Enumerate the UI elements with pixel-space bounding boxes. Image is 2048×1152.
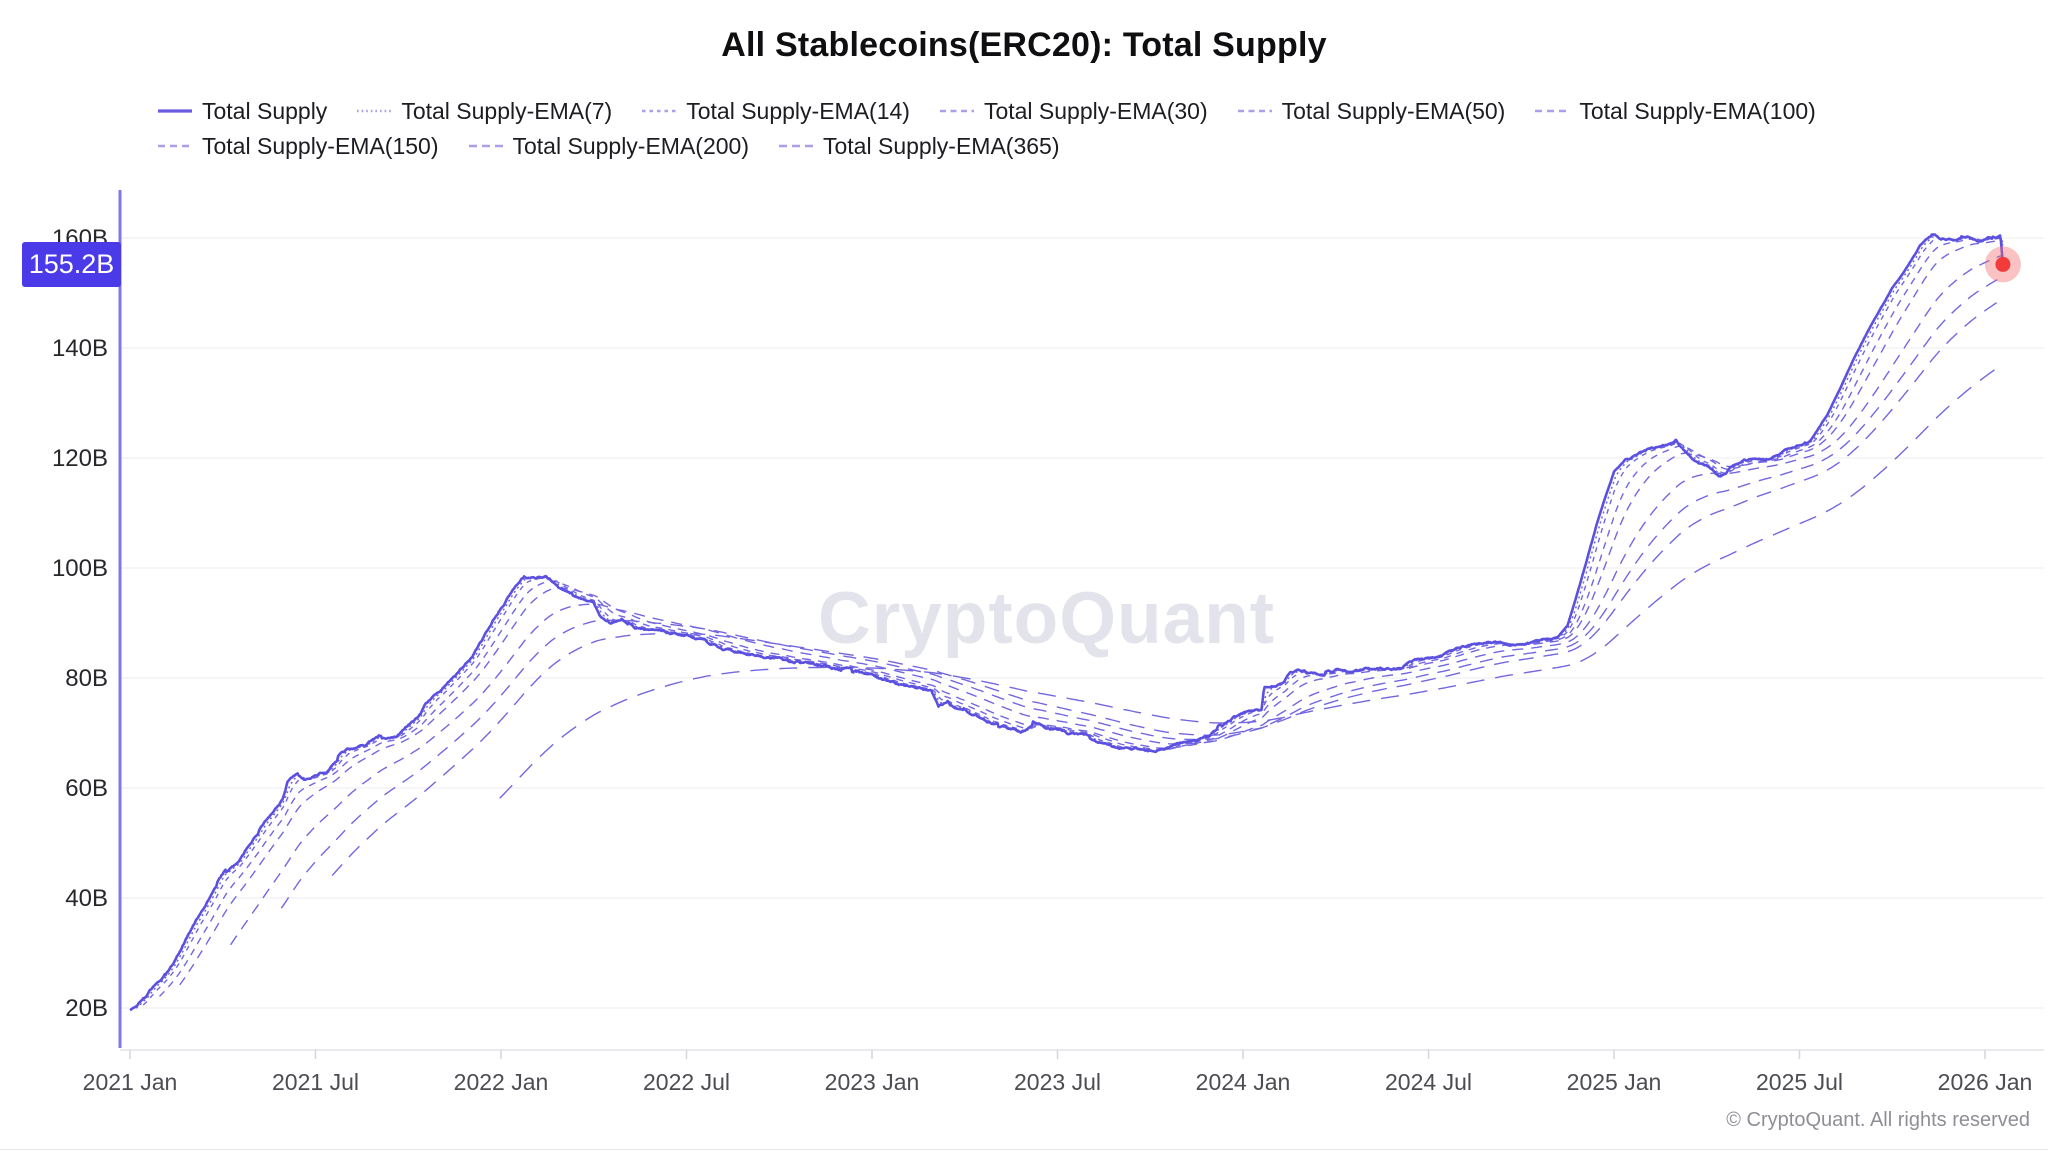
- series-total-supply-ema-7-: [135, 234, 2004, 1009]
- x-tick-label: 2024 Jan: [1196, 1069, 1291, 1095]
- y-tick-label: 80B: [65, 665, 108, 692]
- series-total-supply: [129, 233, 2005, 1012]
- series-total-supply-ema-150-: [280, 276, 2004, 909]
- legend-label: Total Supply-EMA(7): [401, 98, 613, 124]
- legend-item-total-supply-ema-200-[interactable]: Total Supply-EMA(200): [468, 133, 750, 159]
- latest-value-badge: 155.2B: [22, 242, 121, 287]
- x-tick-label: 2022 Jan: [454, 1069, 549, 1095]
- legend-label: Total Supply-EMA(50): [1281, 98, 1506, 124]
- series-total-supply-ema-14-: [142, 236, 2004, 1006]
- legend-label: Total Supply-EMA(30): [983, 98, 1208, 124]
- legend-swatch-icon: [642, 109, 677, 113]
- series-total-supply-ema-50-: [179, 239, 2004, 986]
- legend-swatch-icon: [779, 144, 813, 148]
- legend-item-total-supply[interactable]: Total Supply: [158, 99, 327, 123]
- legend-item-total-supply-ema-7-[interactable]: Total Supply-EMA(7): [357, 99, 612, 123]
- legend-label: Total Supply-EMA(14): [686, 98, 910, 124]
- legend-item-total-supply-ema-365-[interactable]: Total Supply-EMA(365): [779, 134, 1060, 158]
- bottom-divider: [0, 1149, 2048, 1150]
- legend-swatch-icon: [1237, 109, 1272, 113]
- series-total-supply-ema-30-: [159, 237, 2004, 997]
- cryptoquant-watermark: CryptoQuant: [818, 578, 1276, 659]
- legend-item-total-supply-ema-100-[interactable]: Total Supply-EMA(100): [1535, 99, 1816, 123]
- legend-item-total-supply-ema-50-[interactable]: Total Supply-EMA(50): [1237, 98, 1506, 124]
- series-total-supply-ema-365-: [499, 363, 2004, 799]
- y-tick-label: 60B: [65, 775, 108, 802]
- legend-swatch-icon: [1535, 109, 1570, 113]
- x-tick-label: 2023 Jan: [825, 1069, 920, 1095]
- x-tick-label: 2024 Jul: [1385, 1069, 1472, 1095]
- legend-label: Total Supply-EMA(150): [202, 133, 439, 159]
- legend-swatch-icon: [158, 144, 192, 148]
- series-total-supply-ema-100-: [230, 255, 2004, 946]
- x-tick-label: 2021 Jan: [83, 1069, 178, 1095]
- legend-swatch-icon: [158, 109, 192, 113]
- y-tick-label: 40B: [65, 885, 108, 912]
- y-tick-label: 120B: [52, 445, 108, 472]
- y-tick-label: 140B: [52, 335, 108, 362]
- latest-point-marker: [1995, 256, 2011, 272]
- chart-title: All Stablecoins(ERC20): Total Supply: [721, 26, 1327, 64]
- legend-item-total-supply-ema-150-[interactable]: Total Supply-EMA(150): [158, 134, 439, 158]
- series-total-supply-ema-200-: [331, 298, 2004, 876]
- legend-item-total-supply-ema-14-[interactable]: Total Supply-EMA(14): [642, 99, 910, 123]
- legend-swatch-icon: [468, 144, 503, 148]
- legend-item-total-supply-ema-30-[interactable]: Total Supply-EMA(30): [939, 98, 1208, 124]
- x-tick-label: 2025 Jan: [1567, 1069, 1662, 1095]
- legend-label: Total Supply-EMA(200): [512, 133, 750, 159]
- copyright-note: © CryptoQuant. All rights reserved: [1726, 1109, 2030, 1131]
- x-tick-label: 2025 Jul: [1756, 1069, 1843, 1095]
- x-tick-label: 2021 Jul: [272, 1069, 359, 1095]
- legend: Total Supply Total Supply-EMA(7) Total Sup…: [158, 99, 1938, 158]
- y-tick-label: 100B: [52, 555, 108, 582]
- x-tick-label: 2023 Jul: [1014, 1069, 1101, 1095]
- y-tick-label: 20B: [65, 995, 108, 1022]
- legend-label: Total Supply-EMA(100): [1579, 98, 1816, 124]
- legend-label: Total Supply: [202, 98, 328, 124]
- x-tick-label: 2026 Jan: [1938, 1069, 2033, 1095]
- x-tick-label: 2022 Jul: [643, 1069, 730, 1095]
- legend-label: Total Supply-EMA(365): [823, 133, 1060, 159]
- legend-swatch-icon: [939, 109, 974, 113]
- legend-swatch-icon: [357, 109, 392, 113]
